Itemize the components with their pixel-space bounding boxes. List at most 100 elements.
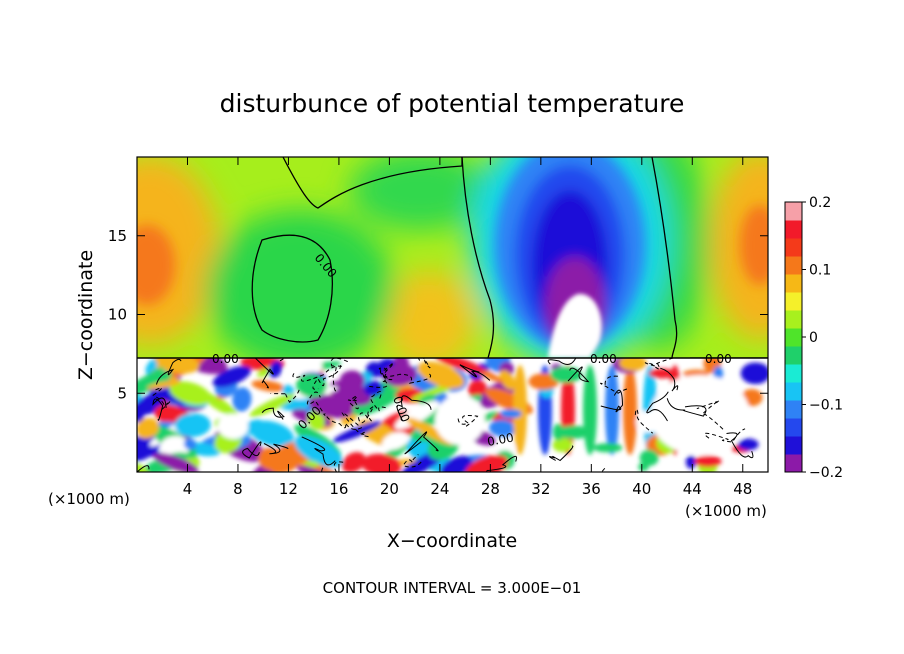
colorbar-swatch [785,346,802,365]
turbulence-blob [394,358,410,372]
contour-line [156,358,182,385]
colorbar-tick-label: 0.2 [809,195,831,211]
colorbar-swatch [785,418,802,437]
contour-line [368,367,388,388]
contour-label: 0.00 [590,352,617,366]
turbulence-blob [341,452,366,472]
turbulence-blob [361,453,402,472]
turbulence-blob [465,454,508,472]
warm-core-right [740,205,768,285]
turbulence-blob [339,370,365,391]
contour-line [457,414,479,428]
contour-line [600,389,624,413]
turbulence-blob [351,387,402,416]
turbulence-blob [468,379,488,400]
colorbar-swatch [785,256,802,275]
warm-core-left [137,225,175,305]
x-axis-label: X−coordinate [387,530,517,552]
warm-region-right [710,157,768,340]
turbulence-blob [619,358,647,371]
contour-line [357,405,375,424]
x-tick-label: 8 [233,480,243,498]
turbulence-blob [249,420,294,447]
colorbar-swatch [785,274,802,293]
turbulence-blob [304,460,320,468]
contour-line [152,397,167,421]
contour-line [324,413,363,430]
y-axis-label: Z−coordinate [75,250,97,380]
colorbar-swatch [785,400,802,419]
plume-blob [605,365,619,455]
x-axis: 4 8 12 16 20 24 28 32 36 40 44 48 [183,157,752,498]
turbulence-blob [169,381,212,406]
zero-contour-curtain-b [651,157,678,358]
contour-line [306,391,326,416]
contour-line [726,432,754,459]
contour-label: 0.00 [212,352,239,366]
contour-line [417,358,431,369]
green-region-top [350,157,490,230]
colorbar-swatch [785,238,802,257]
turbulence-blob [183,438,197,450]
x-tick-label: 12 [279,480,298,498]
x-tick-label: 48 [733,480,752,498]
turbulence-blob [332,421,382,443]
x-tick-label: 36 [582,480,601,498]
turbulence-blob [685,455,697,469]
plume-blob [623,365,637,455]
turbulence-blob [440,455,473,472]
zero-contour-top [282,157,463,209]
turbulence-blob [154,358,200,374]
x-unit-right: (×1000 m) [685,502,767,520]
colorbar-swatch [785,454,802,473]
turbulence-blob [174,413,211,438]
y-tick-label: 5 [117,384,127,402]
turbulence-blob [282,384,295,396]
heatmap-field [137,157,768,472]
warm-region-mid [385,270,475,358]
contour-line [292,365,342,382]
colorbar-swatch [785,328,802,347]
turbulence-blob [737,438,759,451]
colorbar-swatch [785,202,802,221]
chart-title: disturbunce of potential temperature [220,89,685,118]
cold-core-white-patch [548,293,602,358]
colorbar-tick-label: −0.2 [809,465,843,481]
x-tick-label: 28 [481,480,500,498]
contour-line [263,443,289,455]
contour-line [486,455,518,472]
x-tick-label: 4 [183,480,193,498]
colorbar-swatch [785,220,802,239]
contour-line [567,366,590,383]
x-tick-label: 32 [531,480,550,498]
turbulence-blob [639,449,659,466]
plume-blob [643,365,657,455]
turbulence-blob [382,363,417,387]
colorbar-swatch [785,382,802,401]
turbulence-blob [137,462,149,472]
y-tick-label: 10 [108,306,127,324]
turbulence-blob [212,365,252,388]
turbulence-blob [251,380,285,392]
colorbar-swatch [785,292,802,311]
contour-line [547,358,577,365]
turbulence-blob [499,409,522,419]
turbulence-blob [232,387,252,412]
turbulence-blob [382,431,409,450]
turbulence-blob [740,362,768,385]
contour-line [347,395,359,410]
contour-line [646,391,669,422]
turbulence-blob [405,417,454,445]
plume-blob [513,365,527,455]
turbulence-blob [553,423,564,441]
turbulence-blob [550,366,582,384]
colorbar-tick-label: −0.1 [809,398,843,414]
contour-line [644,358,675,370]
colorbar-tick-label: 0 [809,330,818,346]
contour-line [396,395,432,421]
turbulence-blob [489,419,516,437]
turbulence-blob [417,361,465,389]
contour-line [459,364,491,381]
x-tick-label: 40 [632,480,651,498]
